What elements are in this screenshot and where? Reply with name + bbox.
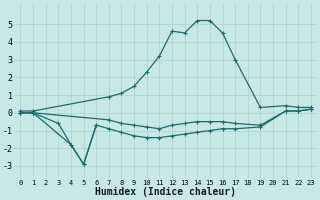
X-axis label: Humidex (Indice chaleur): Humidex (Indice chaleur) [95,187,236,197]
